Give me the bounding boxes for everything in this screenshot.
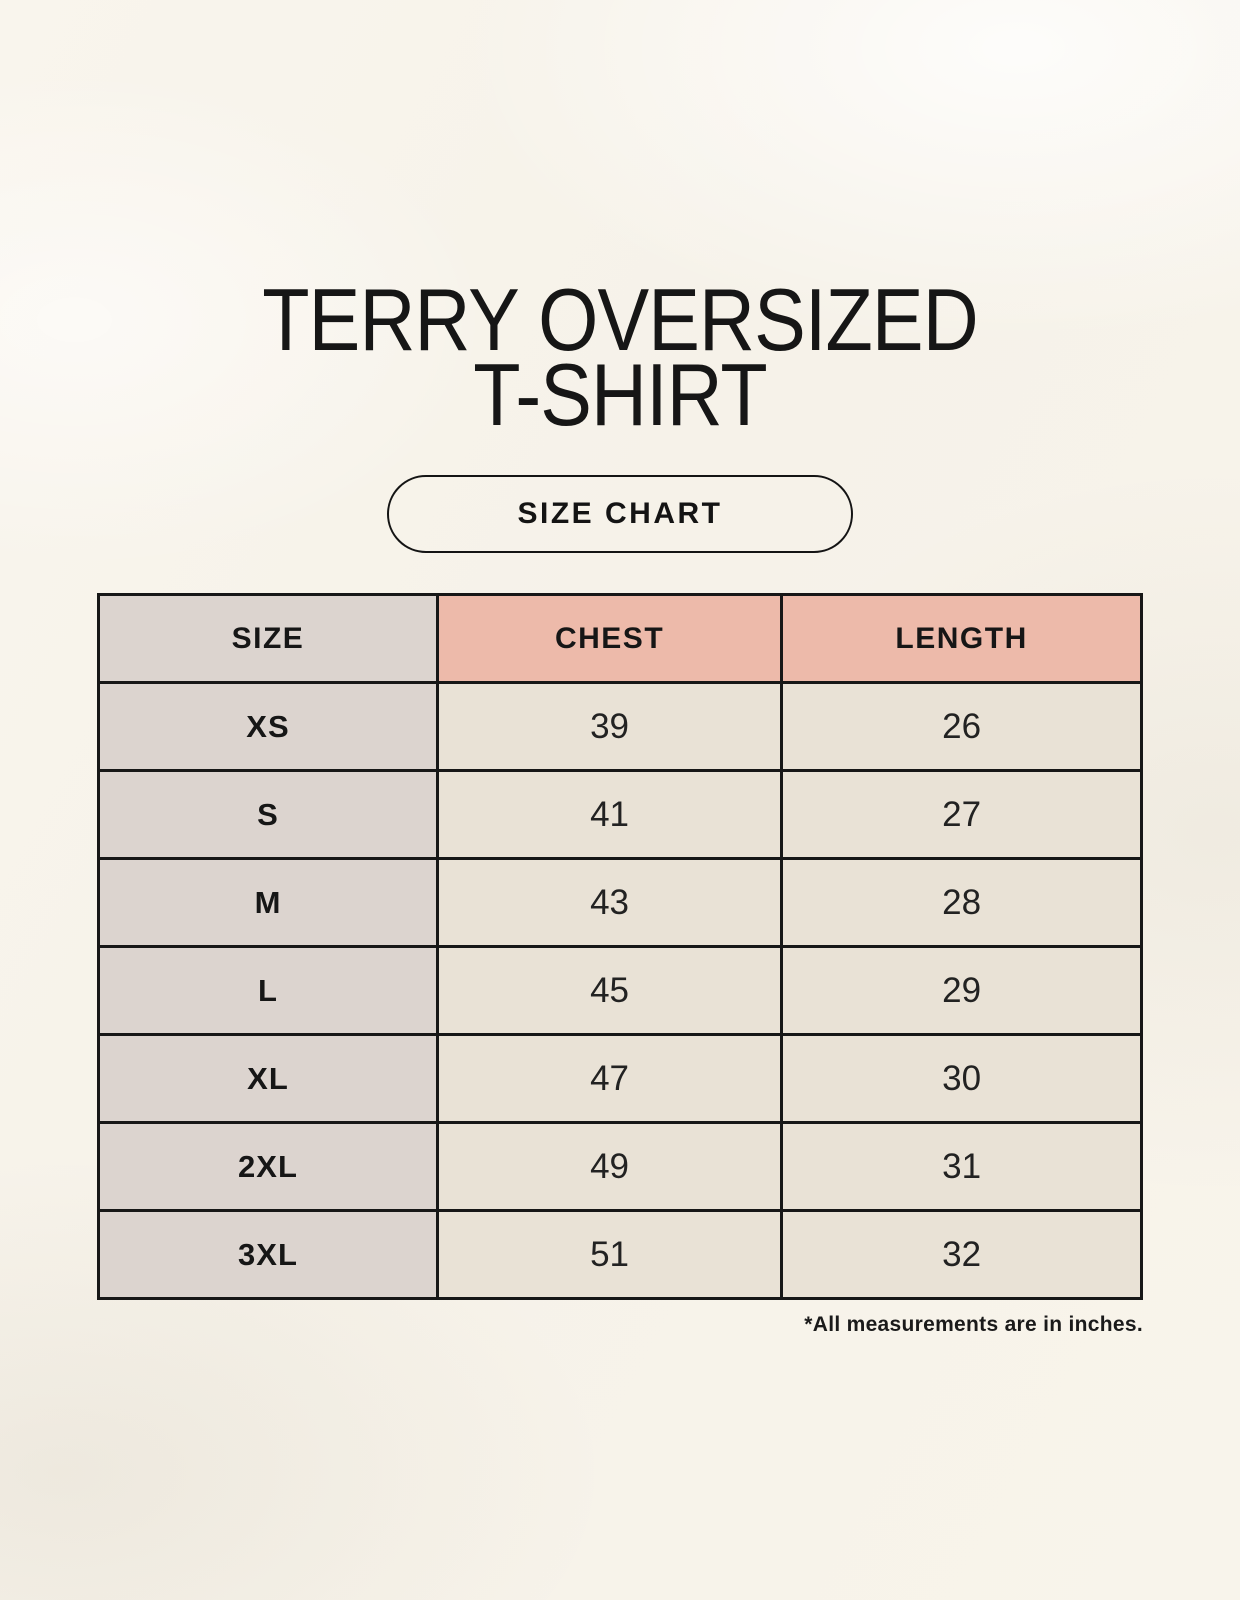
size-table-body: XS 39 26 S 41 27 M 43 28 L 45 29 XL 47 30 2XL 49 31 3XL 51 3…: [97, 681, 1143, 1300]
size-chart-table: SIZE CHEST LENGTH XS 39 26 S 41 27 M 43 28 L 45 29 X…: [97, 593, 1143, 1300]
table-row: 2XL 49 31: [97, 1121, 1143, 1212]
measurements-footnote: *All measurements are in inches.: [804, 1313, 1143, 1336]
chest-cell: 39: [435, 681, 784, 772]
length-cell: 27: [780, 769, 1143, 860]
length-cell: 30: [780, 1033, 1143, 1124]
size-chart-button[interactable]: SIZE CHART: [387, 475, 853, 553]
length-cell: 28: [780, 857, 1143, 948]
length-cell: 31: [780, 1121, 1143, 1212]
table-row: XL 47 30: [97, 1033, 1143, 1124]
size-cell: 2XL: [97, 1121, 439, 1212]
button-row: SIZE CHART: [0, 475, 1240, 553]
size-cell: XL: [97, 1033, 439, 1124]
chest-cell: 49: [435, 1121, 784, 1212]
chest-cell: 45: [435, 945, 784, 1036]
page-title: TERRY OVERSIZED T-SHIRT: [74, 0, 1165, 444]
table-row: 3XL 51 32: [97, 1209, 1143, 1300]
chest-cell: 41: [435, 769, 784, 860]
table-row: S 41 27: [97, 769, 1143, 860]
table-row: M 43 28: [97, 857, 1143, 948]
table-row: L 45 29: [97, 945, 1143, 1036]
table-header-row: SIZE CHEST LENGTH: [97, 593, 1143, 684]
header-chest: CHEST: [435, 593, 784, 684]
table-row: XS 39 26: [97, 681, 1143, 772]
chest-cell: 51: [435, 1209, 784, 1300]
size-cell: XS: [97, 681, 439, 772]
size-cell: 3XL: [97, 1209, 439, 1300]
chest-cell: 43: [435, 857, 784, 948]
size-cell: L: [97, 945, 439, 1036]
page-title-line1: TERRY OVERSIZED: [262, 270, 978, 369]
length-cell: 29: [780, 945, 1143, 1036]
length-cell: 26: [780, 681, 1143, 772]
chest-cell: 47: [435, 1033, 784, 1124]
header-length: LENGTH: [780, 593, 1143, 684]
size-cell: M: [97, 857, 439, 948]
length-cell: 32: [780, 1209, 1143, 1300]
page-title-line2: T-SHIRT: [473, 345, 767, 444]
size-cell: S: [97, 769, 439, 860]
header-size: SIZE: [97, 593, 439, 684]
table-header: SIZE CHEST LENGTH: [97, 593, 1143, 684]
